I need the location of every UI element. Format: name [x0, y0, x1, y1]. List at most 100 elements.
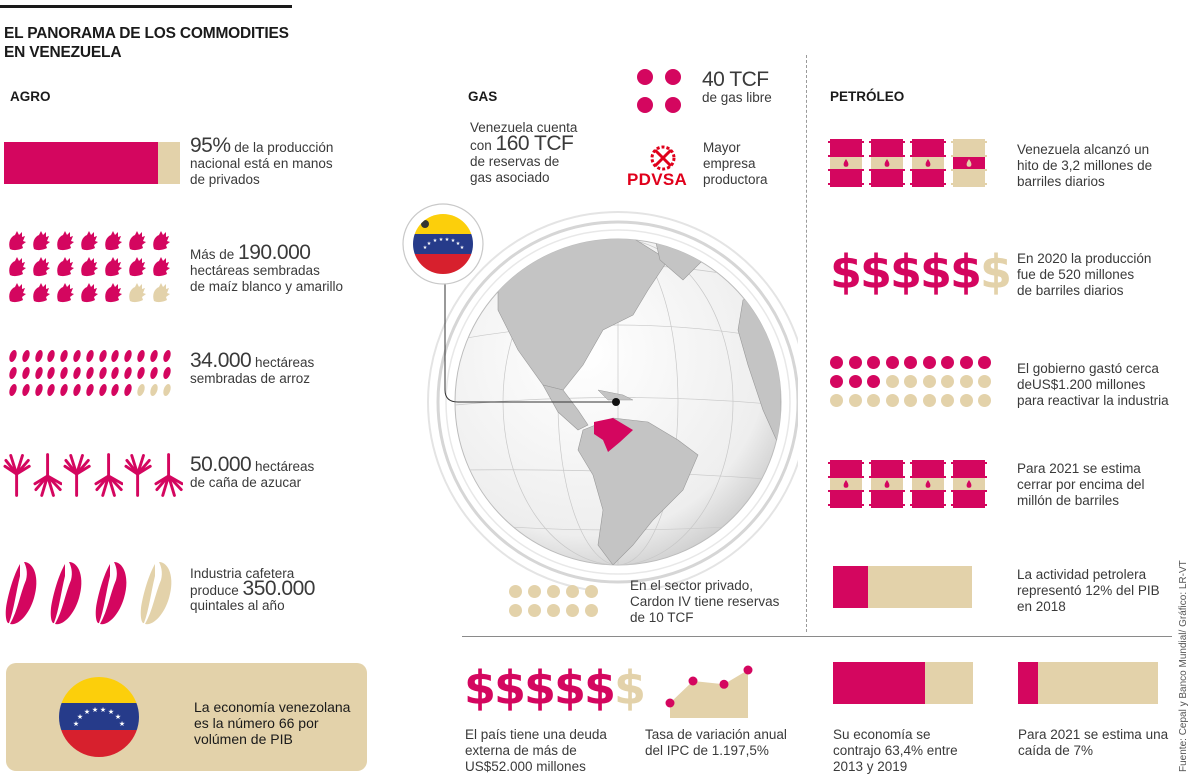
- rice-grain-icon: [86, 350, 94, 362]
- svg-text:★: ★: [119, 720, 125, 728]
- corn-leaf-icon: [9, 257, 26, 277]
- svg-text:★: ★: [439, 237, 444, 243]
- stat-text: 2013 y 2019: [833, 759, 908, 774]
- stat-text: Para 2021 se estima: [1017, 461, 1141, 476]
- stat-value: 350.000: [242, 577, 316, 600]
- coffee-bean-icon: [5, 562, 37, 625]
- stat-text: hito de 3,2 millones de: [1017, 158, 1153, 173]
- stat-text: en 2018: [1017, 599, 1066, 614]
- rice-pictogram: [8, 349, 174, 400]
- cardon-dots: [509, 585, 598, 617]
- dot-icon: [959, 356, 973, 369]
- svg-text:★: ★: [423, 245, 428, 251]
- dot-icon: [509, 604, 522, 617]
- rice-grain-icon: [73, 384, 81, 396]
- pib-rank-text: La economía venezolana es la número 66 p…: [194, 699, 350, 747]
- corn-leaf-icon: [57, 283, 74, 303]
- stat-text: hectáreas: [251, 355, 315, 370]
- sugarcane-icon: [33, 453, 63, 497]
- dot-icon: [848, 356, 862, 369]
- oil-barrel-icon: [869, 460, 905, 508]
- rice-grain-icon: [22, 350, 30, 362]
- svg-text:★: ★: [433, 238, 438, 244]
- contraction-text: Su economía se contrajo 63,4% entre 2013…: [833, 727, 958, 775]
- dollar-icon: $$$$$: [464, 661, 616, 715]
- associated-gas-text: Venezuela cuenta con 160 TCF de reservas…: [470, 120, 577, 186]
- corn-leaf-icon: [57, 231, 74, 251]
- dot-icon: [904, 375, 917, 388]
- stat-text: de gas libre: [702, 90, 772, 105]
- rice-grain-icon: [162, 384, 171, 396]
- oil-barrel-icon: [869, 139, 905, 187]
- dot-icon: [547, 585, 560, 598]
- rice-grain-icon: [34, 367, 43, 379]
- gov-spending-text: El gobierno gastó cerca deUS$1.200 millo…: [1017, 361, 1169, 409]
- ipc-area-chart: [665, 665, 753, 718]
- stat-text: externa de más de: [465, 743, 577, 758]
- oil-barrel-icon: [910, 460, 946, 508]
- data-point: [665, 698, 675, 708]
- corn-leaf-icon: [81, 231, 98, 251]
- rice-grain-icon: [150, 384, 158, 396]
- stat-text: volúmen de PIB: [194, 731, 293, 747]
- dot-icon: [922, 375, 936, 388]
- pib-rank-box: ★ ★ ★ ★ ★ ★ ★ ★ La economía venezolana es la n…: [6, 663, 367, 771]
- bar-rest: [158, 142, 180, 184]
- stat-text: fue de 520 millones: [1017, 267, 1135, 282]
- dot-icon: [566, 604, 579, 617]
- svg-text:★: ★: [115, 713, 121, 721]
- rice-text: 34.000 hectáreas sembradas de arroz: [190, 350, 315, 387]
- corn-leaf-icon: [81, 257, 98, 277]
- stat-text: millón de barriles: [1017, 493, 1120, 508]
- coffee-text: Industria cafetera produce 350.000 quint…: [190, 566, 315, 614]
- bar-fill: [4, 142, 158, 184]
- coffee-pictogram: [4, 560, 179, 626]
- corn-leaf-icon: [129, 231, 146, 251]
- rice-grain-icon: [98, 384, 107, 396]
- production-dollars-icon: $$$$$$: [830, 249, 1012, 295]
- pdvsa-text: Mayor empresa productora: [703, 140, 768, 188]
- stat-text: de barriles diarios: [1017, 283, 1124, 298]
- dot-icon: [904, 394, 917, 407]
- free-gas-text: 40 TCF de gas libre: [702, 69, 772, 106]
- rice-grain-icon: [9, 367, 17, 379]
- bar-fill: [1018, 662, 1039, 704]
- rice-grain-icon: [47, 367, 56, 379]
- sugarcane-icon: [124, 454, 152, 497]
- dot-icon: [885, 394, 899, 407]
- stat-text: El gobierno gastó cerca: [1017, 361, 1159, 376]
- rice-grain-icon: [34, 350, 43, 362]
- rice-grain-icon: [73, 350, 81, 362]
- dot-icon: [867, 375, 880, 388]
- estimate-barrels: [828, 460, 998, 510]
- sugarcane-pictogram: [3, 452, 184, 498]
- dot-icon: [566, 585, 579, 598]
- title-line-1: EL PANORAMA DE LOS COMMODITIES: [4, 25, 289, 42]
- dot-icon: [830, 375, 843, 388]
- stat-value: 34.000: [190, 349, 252, 372]
- dot-icon: [830, 356, 843, 369]
- stat-text: hectáreas sembradas: [190, 263, 320, 278]
- bottom-divider: [462, 636, 1172, 637]
- stat-text: de maíz blanco y amarillo: [190, 279, 344, 294]
- dot-icon: [585, 604, 598, 617]
- milestone-text: Venezuela alcanzó un hito de 3,2 millone…: [1017, 142, 1152, 190]
- estimate-2021-text: Para 2021 se estima cerrar por encima de…: [1017, 461, 1145, 509]
- rice-grain-icon: [137, 367, 145, 379]
- stat-text: Su economía se: [833, 727, 931, 742]
- oil-pib-text: La actividad petrolera representó 12% de…: [1017, 567, 1160, 615]
- corn-text: Más de 190.000 hectáreas sembradas de ma…: [190, 242, 344, 295]
- rice-grain-icon: [98, 350, 107, 362]
- sugarcane-icon: [3, 454, 31, 497]
- stat-text: Tasa de variación anual: [645, 727, 787, 742]
- corn-leaf-icon: [33, 283, 50, 303]
- svg-text:★: ★: [73, 720, 79, 728]
- stat-text: produce: [190, 583, 243, 598]
- rice-grain-icon: [73, 367, 81, 379]
- fall-2021-bar: [1018, 662, 1158, 704]
- stat-text: Mayor: [703, 140, 741, 155]
- rice-grain-icon: [111, 367, 120, 379]
- rice-grain-icon: [162, 350, 171, 362]
- dot-icon: [509, 585, 522, 598]
- dot-icon: [941, 356, 954, 369]
